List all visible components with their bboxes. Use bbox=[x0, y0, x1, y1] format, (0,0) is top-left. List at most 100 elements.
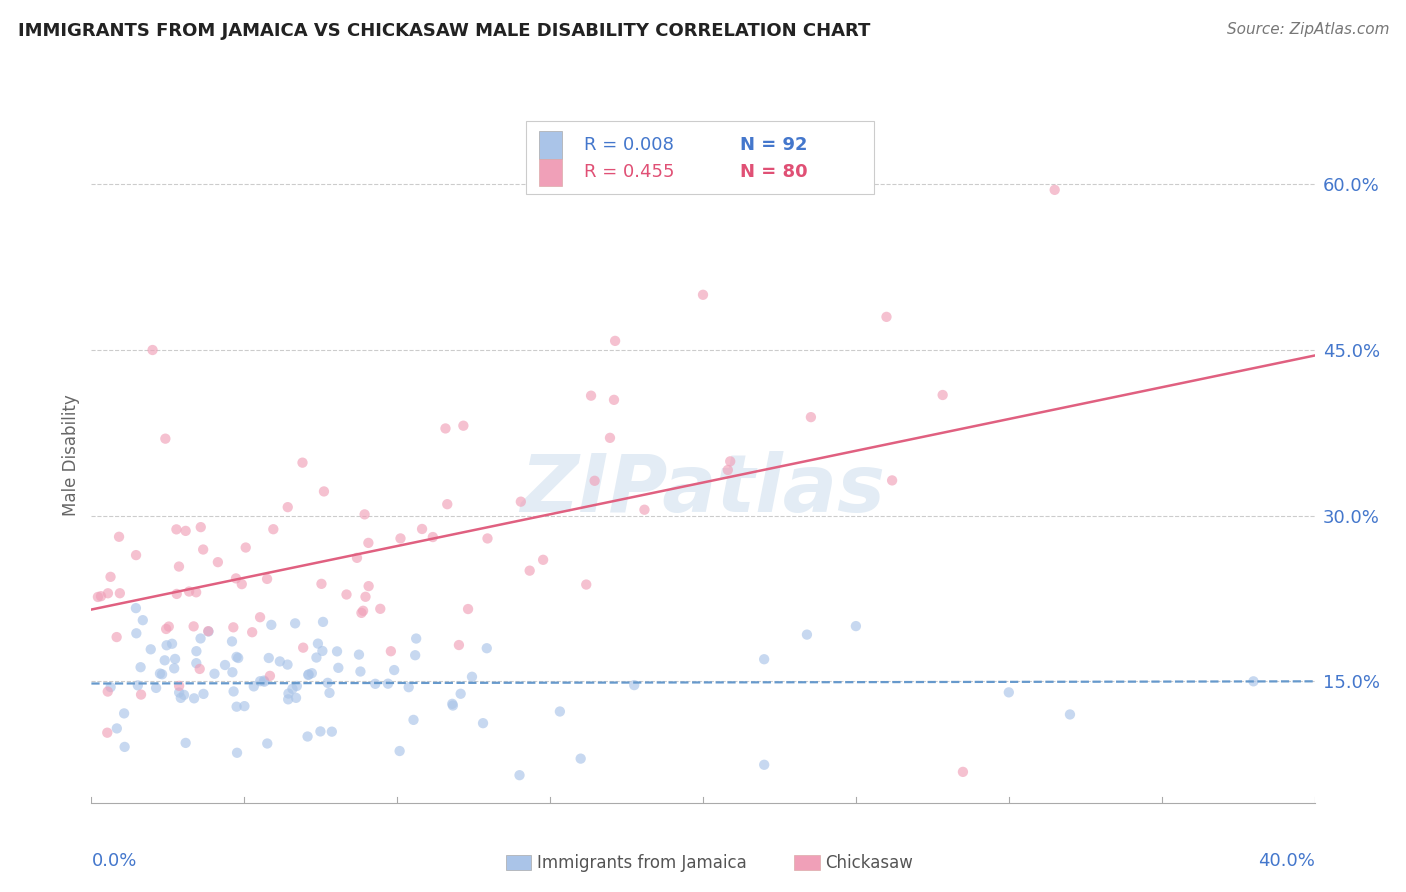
Point bbox=[450, 687, 472, 701]
Point bbox=[284, 616, 307, 631]
Point bbox=[96, 725, 118, 739]
Point bbox=[952, 764, 974, 779]
Point bbox=[531, 553, 554, 567]
Point bbox=[157, 619, 180, 633]
Point bbox=[256, 572, 278, 586]
Point bbox=[404, 648, 426, 663]
Text: N = 92: N = 92 bbox=[740, 136, 807, 153]
Point bbox=[475, 641, 498, 656]
Point bbox=[222, 684, 245, 698]
Point bbox=[717, 463, 740, 477]
Point bbox=[509, 768, 531, 782]
Point bbox=[307, 637, 329, 651]
Point bbox=[349, 665, 371, 679]
Point bbox=[692, 287, 714, 301]
Point bbox=[441, 698, 464, 713]
Point bbox=[347, 648, 370, 662]
Point bbox=[105, 630, 128, 644]
Point bbox=[129, 688, 152, 702]
Point bbox=[441, 697, 464, 711]
Point bbox=[350, 606, 373, 620]
Point bbox=[183, 619, 205, 633]
Point bbox=[225, 699, 247, 714]
Point bbox=[167, 679, 190, 693]
Point bbox=[309, 724, 332, 739]
Text: 40.0%: 40.0% bbox=[1258, 853, 1315, 871]
Point bbox=[253, 674, 276, 689]
Point bbox=[277, 500, 299, 515]
Point bbox=[277, 692, 299, 706]
Point bbox=[225, 649, 247, 664]
Text: 0.0%: 0.0% bbox=[91, 853, 136, 871]
Point bbox=[259, 669, 281, 683]
Point bbox=[127, 678, 149, 692]
Point bbox=[326, 644, 349, 658]
Point bbox=[377, 676, 399, 690]
Point bbox=[718, 454, 741, 468]
Point bbox=[105, 722, 128, 736]
Point bbox=[380, 644, 402, 658]
Point bbox=[305, 650, 328, 665]
Point bbox=[301, 666, 323, 681]
Text: Source: ZipAtlas.com: Source: ZipAtlas.com bbox=[1226, 22, 1389, 37]
Point bbox=[1043, 183, 1066, 197]
Point bbox=[197, 624, 219, 639]
Point bbox=[575, 577, 598, 591]
Point bbox=[796, 627, 818, 641]
Point bbox=[579, 389, 602, 403]
Point bbox=[389, 532, 412, 546]
Point bbox=[931, 388, 953, 402]
Point bbox=[285, 690, 308, 705]
Point bbox=[125, 548, 148, 562]
Point bbox=[242, 679, 264, 693]
Point bbox=[155, 638, 177, 652]
Point bbox=[436, 497, 458, 511]
Point bbox=[461, 670, 484, 684]
Point bbox=[97, 586, 120, 600]
Point bbox=[149, 666, 172, 681]
Point bbox=[519, 564, 541, 578]
Text: ZIPatlas: ZIPatlas bbox=[520, 450, 886, 529]
Point bbox=[233, 699, 256, 714]
FancyBboxPatch shape bbox=[526, 121, 875, 194]
Point bbox=[153, 653, 176, 667]
Point bbox=[186, 585, 208, 599]
Point bbox=[405, 632, 427, 646]
Text: Immigrants from Jamaica: Immigrants from Jamaica bbox=[537, 854, 747, 871]
Point bbox=[193, 687, 215, 701]
Point bbox=[167, 559, 190, 574]
Point bbox=[108, 530, 131, 544]
Point bbox=[875, 310, 898, 324]
Point bbox=[240, 625, 263, 640]
Point bbox=[167, 685, 190, 699]
Point bbox=[145, 681, 167, 695]
Point bbox=[249, 610, 271, 624]
Point bbox=[354, 590, 377, 604]
Text: R = 0.008: R = 0.008 bbox=[585, 136, 675, 153]
Point bbox=[398, 680, 420, 694]
Point bbox=[165, 522, 187, 536]
Point bbox=[253, 673, 276, 688]
Point bbox=[800, 410, 823, 425]
Point bbox=[548, 705, 571, 719]
Point bbox=[297, 730, 319, 744]
Point bbox=[318, 686, 340, 700]
Point bbox=[163, 661, 186, 675]
Point bbox=[633, 502, 655, 516]
Point bbox=[174, 736, 197, 750]
Point bbox=[183, 691, 205, 706]
Point bbox=[447, 638, 470, 652]
Point bbox=[197, 624, 219, 639]
Point bbox=[292, 640, 315, 655]
Point bbox=[190, 520, 212, 534]
Point bbox=[165, 652, 187, 666]
Point bbox=[186, 644, 208, 658]
Point bbox=[1059, 707, 1081, 722]
Point bbox=[173, 688, 195, 702]
Point bbox=[291, 456, 314, 470]
Point bbox=[262, 522, 284, 536]
Point bbox=[221, 634, 243, 648]
Point bbox=[297, 668, 319, 682]
Point bbox=[129, 660, 152, 674]
Point bbox=[90, 589, 112, 603]
